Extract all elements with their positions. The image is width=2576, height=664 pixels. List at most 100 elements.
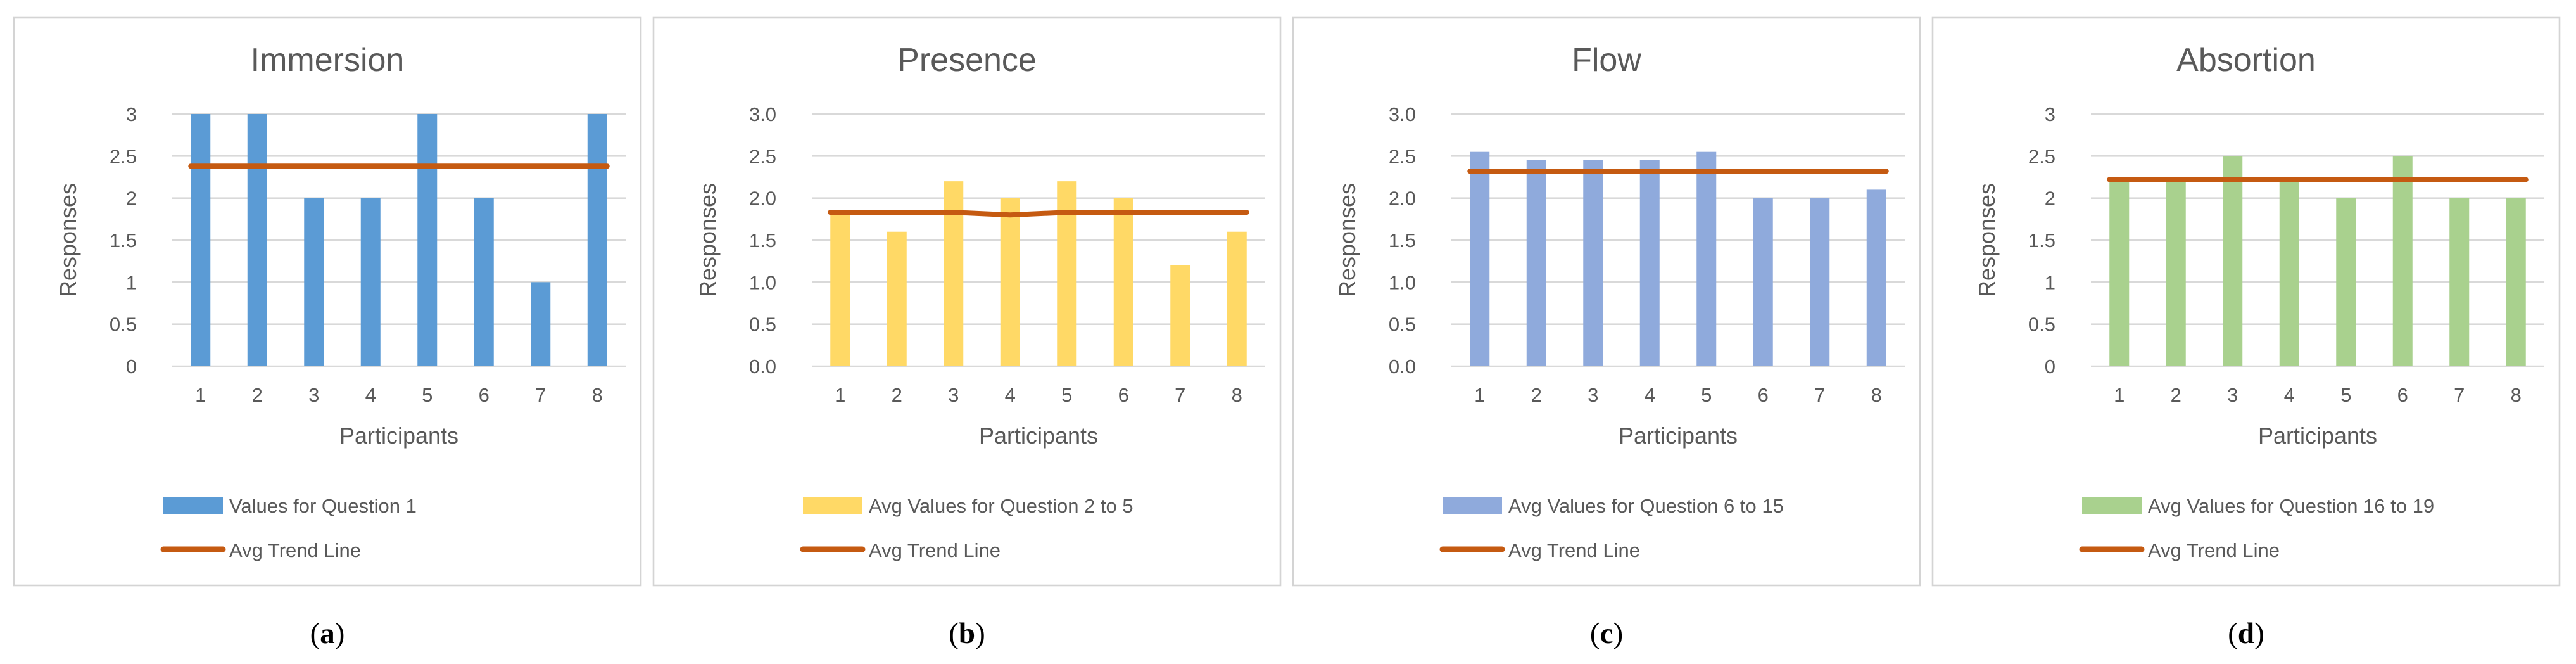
y-tick-label: 2 — [126, 188, 137, 210]
legend-label-line: Avg Trend Line — [1508, 539, 1640, 561]
y-tick-label: 0 — [126, 355, 137, 378]
x-tick-label: 4 — [365, 384, 376, 406]
caption-open: ( — [310, 617, 320, 650]
y-axis-label: Responses — [1974, 183, 2000, 297]
chart-panel-2: Presence 0.0 0.5 1.0 1.5 2.0 2.5 3.0 1 2 3 4 5 6 7 8 Res… — [652, 16, 1282, 650]
x-tick-label: 5 — [2340, 384, 2351, 406]
y-tick-label: 0.0 — [749, 355, 776, 378]
caption-close: ) — [975, 617, 985, 650]
y-tick-label: 0.0 — [1389, 355, 1416, 378]
panel-caption: (d) — [2228, 617, 2264, 650]
x-tick-label: 6 — [479, 384, 489, 406]
chart-panel-3: Flow 0.0 0.5 1.0 1.5 2.0 2.5 3.0 1 2 3 4 5 6 7 8 Respons… — [1292, 16, 1921, 650]
legend-label-line: Avg Trend Line — [2148, 539, 2280, 561]
bar-participant-6 — [1753, 198, 1773, 366]
y-tick-label: 1.0 — [749, 271, 776, 293]
legend-label-bar: Values for Question 1 — [229, 495, 417, 517]
y-tick-label: 1.5 — [110, 229, 137, 252]
bar-participant-8 — [2506, 198, 2526, 366]
y-tick-label: 1.5 — [2028, 229, 2055, 252]
y-tick-label: 1.5 — [749, 229, 776, 252]
bar-participant-8 — [1227, 231, 1247, 366]
x-axis-label: Participants — [979, 423, 1098, 449]
chart-panel-4: Absortion 0 0.5 1 1.5 2 2.5 3 1 2 3 4 5 6 7 8 Responses P… — [1931, 16, 2561, 650]
x-tick-label: 3 — [948, 384, 959, 406]
x-tick-label: 3 — [2227, 384, 2238, 406]
bar-participant-6 — [474, 198, 494, 366]
bar-participant-3 — [1583, 160, 1603, 366]
x-tick-label: 2 — [1531, 384, 1542, 406]
x-tick-label: 8 — [2511, 384, 2522, 406]
caption-letter: a — [320, 617, 335, 650]
legend-swatch-bar — [163, 497, 223, 514]
y-axis-label: Responses — [55, 183, 81, 297]
bar-participant-1 — [2109, 177, 2130, 366]
x-tick-label: 8 — [1871, 384, 1882, 406]
bar-participant-4 — [2279, 177, 2299, 366]
y-tick-label: 2.0 — [1389, 188, 1416, 210]
x-tick-label: 7 — [1814, 384, 1825, 406]
bar-participant-6 — [2392, 156, 2413, 367]
y-tick-label: 1 — [126, 271, 137, 293]
x-axis-label: Participants — [2258, 423, 2377, 449]
bar-participant-3 — [944, 181, 964, 366]
x-tick-label: 2 — [2171, 384, 2181, 406]
x-tick-label: 4 — [1645, 384, 1655, 406]
avg-trend-line — [828, 210, 1249, 218]
bar-participant-2 — [887, 231, 907, 366]
bar-participant-5 — [1057, 181, 1077, 366]
bar-participant-8 — [587, 114, 607, 366]
x-tick-label: 4 — [2284, 384, 2295, 406]
caption-letter: b — [959, 617, 975, 650]
y-tick-label: 0 — [2045, 355, 2055, 378]
x-tick-label: 2 — [892, 384, 902, 406]
y-tick-label: 3 — [126, 103, 137, 125]
panel-caption: (a) — [310, 617, 345, 650]
bar-participant-4 — [1639, 160, 1660, 366]
panel-caption: (c) — [1590, 617, 1623, 650]
x-tick-label: 8 — [1232, 384, 1242, 406]
x-tick-label: 1 — [2114, 384, 2125, 406]
bar-participant-2 — [1526, 160, 1546, 366]
y-tick-label: 1.0 — [1389, 271, 1416, 293]
y-tick-label: 2 — [2045, 188, 2055, 210]
y-tick-label: 2.5 — [2028, 145, 2055, 167]
x-tick-label: 8 — [592, 384, 603, 406]
x-tick-label: 1 — [195, 384, 206, 406]
caption-close: ) — [335, 617, 345, 650]
legend-swatch-bar — [1443, 497, 1502, 514]
bar-participant-3 — [304, 198, 324, 366]
caption-close: ) — [1613, 617, 1623, 650]
bar-participant-2 — [2166, 177, 2186, 366]
bar-participant-7 — [531, 282, 551, 366]
x-tick-label: 6 — [2397, 384, 2408, 406]
y-tick-label: 3.0 — [749, 103, 776, 125]
y-tick-label: 2.5 — [110, 145, 137, 167]
bar-participant-2 — [247, 114, 267, 366]
bar-participant-7 — [1170, 265, 1190, 366]
caption-open: ( — [1590, 617, 1600, 650]
caption-letter: c — [1600, 617, 1613, 650]
x-tick-label: 5 — [422, 384, 432, 406]
chart-title: Immersion — [251, 42, 405, 79]
chart-title: Presence — [897, 42, 1037, 79]
caption-letter: d — [2238, 617, 2254, 650]
chart-panel-1: Immersion 0 0.5 1 1.5 2 2.5 3 1 2 3 4 5 6 7 8 Responses P… — [13, 16, 642, 650]
panel-caption: (b) — [949, 617, 985, 650]
x-tick-label: 6 — [1118, 384, 1129, 406]
legend-label-bar: Avg Values for Question 2 to 5 — [869, 495, 1133, 517]
bar-participant-8 — [1866, 189, 1886, 366]
y-tick-label: 3.0 — [1389, 103, 1416, 125]
x-tick-label: 3 — [1588, 384, 1598, 406]
bar-participant-5 — [2336, 198, 2356, 366]
x-tick-label: 5 — [1701, 384, 1712, 406]
y-axis-label: Responses — [695, 183, 721, 297]
x-tick-label: 4 — [1005, 384, 1016, 406]
bar-participant-4 — [1000, 198, 1020, 366]
y-tick-label: 2.5 — [749, 145, 776, 167]
legend-label-line: Avg Trend Line — [229, 539, 361, 561]
bar-participant-7 — [1810, 198, 1830, 366]
x-tick-label: 7 — [1175, 384, 1185, 406]
bar-participant-3 — [2223, 156, 2243, 367]
